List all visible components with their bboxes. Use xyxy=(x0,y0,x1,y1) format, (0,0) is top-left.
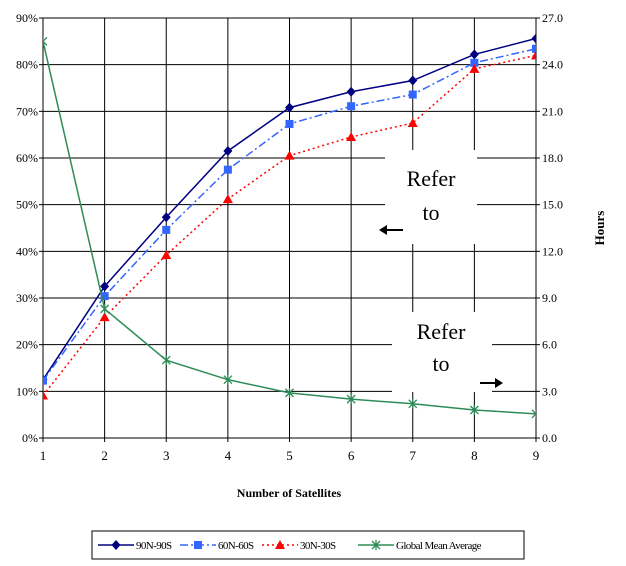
left-tick-label: 70% xyxy=(16,104,38,118)
data-point xyxy=(408,75,418,86)
legend-marker-icon xyxy=(371,540,381,550)
legend-item: 30N-30S xyxy=(262,540,337,552)
data-point xyxy=(284,150,295,160)
data-point xyxy=(346,132,357,141)
legend-label: Global Mean Average xyxy=(396,540,482,552)
legend-item: 90N-90S xyxy=(98,540,173,552)
right-tick-label: 24.0 xyxy=(542,58,563,72)
data-point xyxy=(161,212,171,223)
right-tick-label: 12.0 xyxy=(542,244,563,258)
legend-item: 60N-60S xyxy=(180,540,255,552)
data-point xyxy=(285,387,294,398)
legend-item: Global Mean Average xyxy=(358,540,482,552)
legend-frame xyxy=(91,530,525,560)
data-point xyxy=(43,390,48,400)
annotation-1-left-arrow-icon xyxy=(379,225,403,235)
data-point xyxy=(161,250,172,260)
legend-label: 90N-90S xyxy=(136,540,172,552)
right-axis-label: Hours xyxy=(592,211,607,246)
annotation-2-line2: to xyxy=(432,351,449,376)
x-tick-label: 6 xyxy=(348,448,355,463)
left-tick-label: 20% xyxy=(16,338,38,352)
x-tick-label: 7 xyxy=(410,448,417,463)
right-tick-label: 18.0 xyxy=(542,151,563,165)
series-90n-90s xyxy=(43,33,536,385)
data-point xyxy=(43,376,47,385)
legend-marker-icon xyxy=(275,540,285,549)
data-point xyxy=(531,408,536,419)
x-tick-label: 8 xyxy=(471,448,478,463)
annotation-box-2 xyxy=(392,312,492,392)
annotation-2-line1: Refer xyxy=(417,319,467,344)
annotation-box-1 xyxy=(385,150,477,244)
x-tick-label: 2 xyxy=(101,448,108,463)
data-point xyxy=(285,102,294,113)
x-tick-label: 4 xyxy=(225,448,232,463)
data-point xyxy=(222,194,233,204)
series-30n-30s xyxy=(43,50,536,400)
data-point xyxy=(346,86,356,97)
series xyxy=(43,33,536,419)
left-tick-label: 80% xyxy=(16,58,38,72)
data-point xyxy=(99,312,110,322)
left-tick-label: 40% xyxy=(16,244,38,258)
data-point xyxy=(43,36,48,47)
data-point xyxy=(469,49,479,60)
left-tick-label: 10% xyxy=(16,384,38,398)
data-point xyxy=(407,118,418,127)
data-point xyxy=(223,374,233,385)
data-point xyxy=(223,146,233,156)
data-point xyxy=(532,44,536,53)
series-60n-60s xyxy=(43,44,536,385)
left-tick-label: 60% xyxy=(16,151,38,165)
data-point xyxy=(469,63,480,73)
data-point xyxy=(531,33,536,44)
legend-marker-icon xyxy=(194,541,202,549)
annotation-1-line2: to xyxy=(422,200,439,225)
legend: 90N-90S 60N-60S 30N-30S Global Mean Average xyxy=(91,530,525,560)
data-point xyxy=(162,225,171,234)
data-point xyxy=(100,303,110,314)
left-tick-label: 30% xyxy=(16,291,38,305)
data-point xyxy=(408,90,417,99)
annotation-2-right-arrow-icon xyxy=(480,378,503,388)
right-tick-label: 9.0 xyxy=(542,291,557,305)
x-tick-label: 3 xyxy=(163,448,170,463)
right-tick-label: 15.0 xyxy=(542,198,563,212)
x-tick-label: 5 xyxy=(286,448,293,463)
data-point xyxy=(285,119,294,128)
right-tick-label: 3.0 xyxy=(542,384,557,398)
x-tick-label: 9 xyxy=(533,448,540,463)
x-tick-label: 1 xyxy=(40,448,47,463)
data-point xyxy=(469,405,479,415)
left-tick-label: 90% xyxy=(16,11,38,25)
left-tick-label: 0% xyxy=(22,431,38,445)
data-point xyxy=(408,398,418,409)
data-point xyxy=(347,102,356,111)
annotations: Refer to Refer to xyxy=(379,150,503,392)
legend-label: 60N-60S xyxy=(218,540,254,552)
data-point xyxy=(100,292,109,301)
data-point xyxy=(470,58,479,67)
right-tick-label: 6.0 xyxy=(542,338,557,352)
left-y-axis-ticks: 0% 10% 20% 30% 40% 50% 60% 70% 80% 90% xyxy=(16,11,43,445)
right-y-axis-ticks: 0.0 3.0 6.0 9.0 12.0 15.0 18.0 21.0 24.0 27.0 xyxy=(536,11,563,445)
legend-marker-icon xyxy=(111,540,121,550)
series-global-mean-average xyxy=(43,36,536,419)
annotation-1-line1: Refer xyxy=(407,166,457,191)
x-axis-ticks: 1 2 3 4 5 6 7 8 9 xyxy=(40,438,540,463)
right-tick-label: 27.0 xyxy=(542,11,563,25)
right-tick-label: 21.0 xyxy=(542,104,563,118)
legend-label: 30N-30S xyxy=(300,540,336,552)
data-point xyxy=(161,355,171,366)
data-point xyxy=(223,165,232,174)
left-tick-label: 50% xyxy=(16,198,38,212)
x-axis-label: Number of Satellites xyxy=(237,486,342,500)
data-point xyxy=(100,281,110,292)
data-point xyxy=(346,394,356,405)
data-point xyxy=(531,50,536,60)
right-tick-label: 0.0 xyxy=(542,431,557,445)
